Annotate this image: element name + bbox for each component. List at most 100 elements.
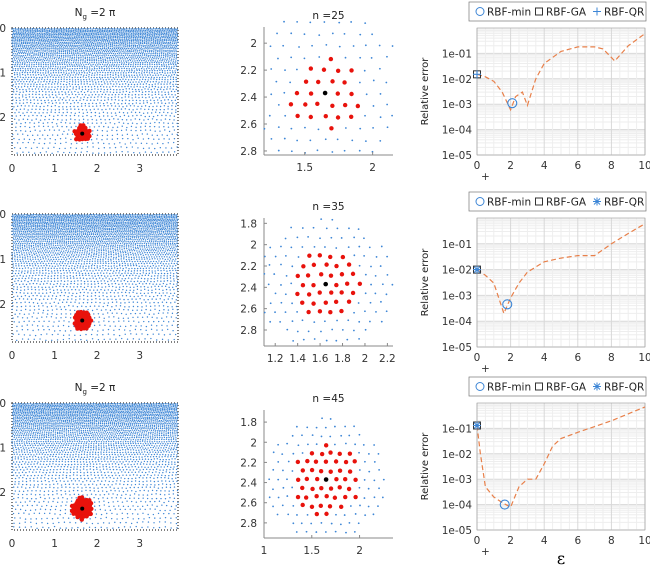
node-point xyxy=(132,115,134,117)
node-point xyxy=(115,235,118,237)
node-point xyxy=(15,62,17,64)
node-point xyxy=(60,50,63,53)
node-point xyxy=(47,227,49,230)
node-point xyxy=(21,28,23,30)
node-point xyxy=(19,67,22,70)
node-point xyxy=(42,49,44,51)
node-point xyxy=(70,49,72,51)
node-point xyxy=(153,32,155,35)
node-point xyxy=(67,225,70,228)
node-point xyxy=(112,228,115,231)
node-point xyxy=(70,126,73,128)
node-point xyxy=(111,219,114,222)
node-point xyxy=(56,134,59,136)
node-point xyxy=(63,76,65,78)
node-point xyxy=(161,102,163,104)
node-point xyxy=(39,43,42,45)
node-point xyxy=(53,220,56,222)
node-point xyxy=(23,237,25,239)
node-point xyxy=(60,121,62,124)
node-point xyxy=(164,41,166,44)
node-point xyxy=(29,85,32,88)
node-point xyxy=(117,56,119,58)
node-point xyxy=(135,227,137,230)
node-point xyxy=(121,40,124,42)
node-point xyxy=(31,225,33,228)
node-point xyxy=(18,111,20,113)
node-point xyxy=(80,226,83,228)
node-point xyxy=(57,72,60,74)
node-point xyxy=(156,54,159,57)
node-point xyxy=(11,65,13,68)
node-point xyxy=(70,51,73,53)
node-point xyxy=(114,39,116,42)
node-point xyxy=(58,38,61,40)
node-point xyxy=(54,68,56,70)
node-point xyxy=(86,227,89,229)
node-point xyxy=(18,119,20,121)
node-point xyxy=(142,44,144,47)
node-point xyxy=(151,230,153,233)
node-point xyxy=(39,235,41,238)
node-point xyxy=(93,99,95,102)
node-point xyxy=(48,30,51,33)
node-point xyxy=(105,108,107,111)
node-point xyxy=(79,67,81,70)
node-point xyxy=(160,41,162,43)
node-point xyxy=(11,38,13,40)
node-point xyxy=(134,44,137,47)
node-point xyxy=(284,69,286,72)
node-point xyxy=(156,53,158,55)
node-point xyxy=(50,49,52,52)
y-tick-label: 2.2 xyxy=(240,65,257,77)
node-point xyxy=(96,74,98,76)
node-point xyxy=(16,224,19,226)
node-point xyxy=(167,229,169,231)
node-point xyxy=(34,129,36,131)
node-point xyxy=(30,49,32,51)
node-point xyxy=(159,219,161,222)
node-point xyxy=(133,225,136,228)
node-point xyxy=(147,36,149,39)
node-point xyxy=(11,233,14,236)
node-point xyxy=(71,219,73,222)
node-point xyxy=(73,227,76,230)
node-point xyxy=(157,215,159,218)
node-point xyxy=(42,147,44,149)
node-point xyxy=(112,126,114,129)
node-point xyxy=(153,232,155,234)
node-point xyxy=(43,80,45,83)
node-point xyxy=(116,126,119,128)
node-point xyxy=(154,234,156,236)
node-point xyxy=(92,152,94,154)
node-point xyxy=(74,29,76,32)
node-point xyxy=(65,232,67,234)
node-point xyxy=(122,42,125,45)
node-point xyxy=(94,44,96,46)
node-point xyxy=(65,70,67,72)
node-point xyxy=(163,218,165,221)
node-point xyxy=(69,229,71,231)
node-point xyxy=(95,70,98,72)
node-point xyxy=(125,78,127,81)
node-point xyxy=(156,224,158,226)
node-point xyxy=(77,232,79,234)
node-point xyxy=(45,46,47,48)
node-point xyxy=(175,234,178,236)
node-point xyxy=(95,83,97,85)
node-point xyxy=(68,99,71,101)
node-point xyxy=(91,59,93,62)
node-point xyxy=(12,218,14,221)
stencil-point xyxy=(81,123,86,128)
node-point xyxy=(60,217,62,219)
node-point xyxy=(14,49,16,51)
node-point xyxy=(92,54,95,57)
node-point xyxy=(101,51,104,53)
node-point xyxy=(93,91,95,93)
node-point xyxy=(93,52,96,55)
node-point xyxy=(120,74,122,76)
node-point xyxy=(148,31,151,33)
node-point xyxy=(169,69,171,72)
node-point xyxy=(96,129,99,132)
node-point xyxy=(41,220,44,222)
